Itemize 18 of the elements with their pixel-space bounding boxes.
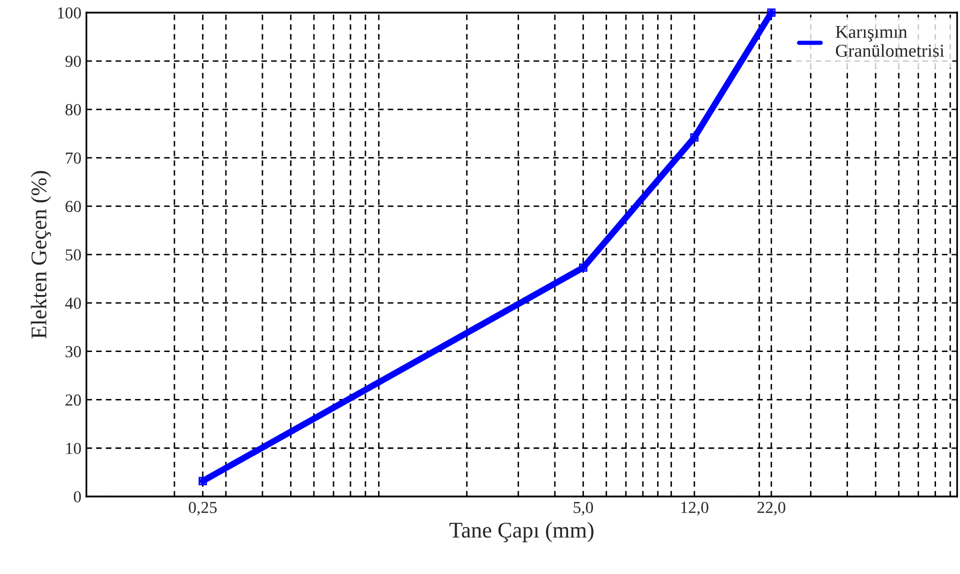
y-tick-label: 100 (58, 7, 81, 19)
y-tick-label: 10 (66, 442, 81, 454)
y-tick-label: 80 (66, 104, 81, 116)
y-tick-label: 50 (66, 249, 81, 261)
y-tick-label: 70 (66, 152, 81, 164)
y-tick-label: 30 (66, 346, 81, 358)
y-tick-label: 0 (74, 491, 81, 502)
x-tick-label: 12,0 (681, 502, 708, 516)
y-tick-label: 90 (65, 56, 81, 67)
y-axis-title: Elekten Geçen (%) (30, 171, 51, 338)
x-tick-label: 0,25 (188, 502, 217, 516)
y-tick-label: 40 (65, 298, 81, 309)
legend-label: Karışımın Granülometrisi (836, 26, 944, 57)
x-tick-label: 5,0 (574, 502, 593, 516)
y-tick-label: 60 (66, 200, 81, 212)
x-axis-title: Tane Çapı (mm) (450, 522, 594, 542)
x-tick-label: 22,0 (758, 502, 786, 516)
y-tick-label: 20 (66, 394, 81, 406)
